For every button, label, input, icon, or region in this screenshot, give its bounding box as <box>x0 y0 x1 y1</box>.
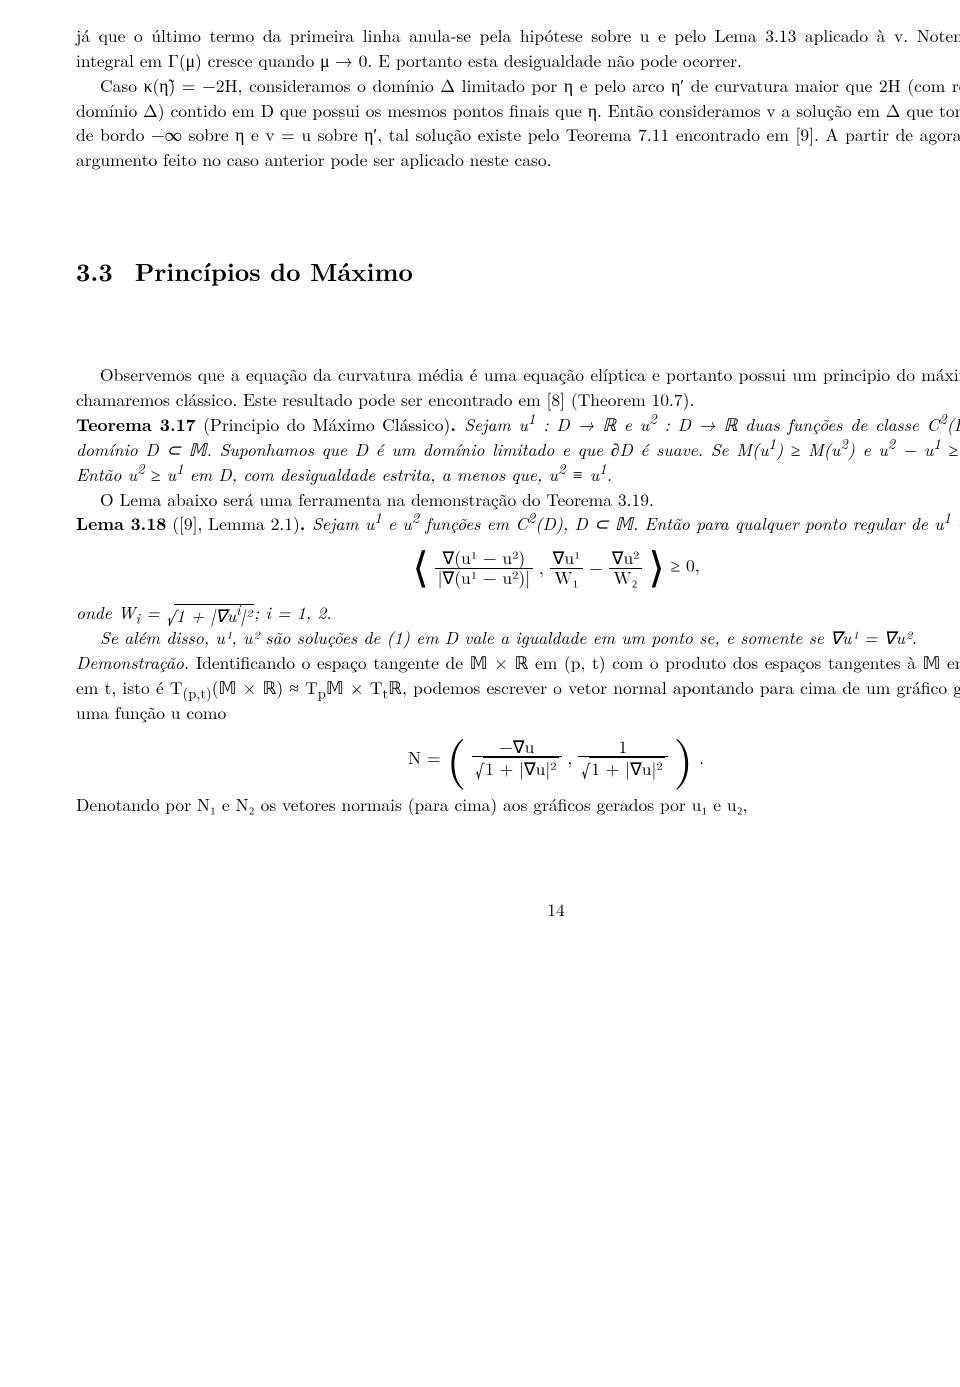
eq2-b-num: 1 <box>578 738 668 757</box>
eq1-tail: ≥ 0, <box>671 553 700 578</box>
paragraph-continuation: já que o último termo da primeira linha … <box>76 24 960 74</box>
theorem-period: . <box>450 412 464 437</box>
lemma-3-18: Lema 3.18 ([9], Lemma 2.1). Sejam u1 e u… <box>76 512 960 537</box>
theorem-3-17: Teorema 3.17 (Principio do Máximo Clássi… <box>76 413 960 488</box>
paragraph-where-wi: onde Wi = √1 + |∇ui|²; i = 1, 2. <box>76 601 960 626</box>
paragraph-moreover: Se além disso, u¹, u² são soluções de (1… <box>76 626 960 651</box>
proof-paragraph: Demonstração. Identificando o espaço tan… <box>76 651 960 726</box>
eq1-mid-left-den: W₁ <box>550 569 584 587</box>
eq2-b-den: 1 + |∇u|² <box>589 757 664 779</box>
eq2-a-den: 1 + |∇u|² <box>483 757 558 779</box>
paragraph-case: Caso κ(η̃) = −2H, consideramos o domínio… <box>76 74 960 173</box>
lemma-period: . <box>300 511 312 536</box>
paragraph-lemma-intro: O Lema abaixo será uma ferramenta na dem… <box>76 488 960 513</box>
display-equation-normal-vector: N = ( −∇u √1 + |∇u|² , 1 √1 + |∇u|² ) . <box>76 738 960 780</box>
qed-symbol: □ <box>76 181 960 206</box>
eq1-mid-right-den: W₂ <box>609 569 643 587</box>
theorem-paren-text: (Principio do Máximo Clássico) <box>203 412 450 437</box>
page-number: 14 <box>76 898 960 923</box>
lemma-paren: ([9], Lemma 2.1) <box>172 511 300 536</box>
paragraph-observe: Observemos que a equação da curvatura mé… <box>76 363 960 413</box>
section-heading: 3.3 Princípios do Máximo <box>76 254 960 290</box>
section-number: 3.3 <box>76 254 113 289</box>
eq2-lhs: N = <box>408 746 441 771</box>
theorem-label: Teorema 3.17 <box>76 412 196 437</box>
proof-label: Demonstração. <box>76 650 189 675</box>
eq2-tail: . <box>699 746 704 771</box>
lemma-statement: Sejam u1 e u2 funções em C2(D), D ⊂ 𝕄. E… <box>312 511 960 536</box>
section-title-text: Princípios do Máximo <box>135 254 413 289</box>
display-equation-inner-product: ⟨ ∇(u¹ − u²) |∇(u¹ − u²)| , ∇u¹ W₁ − ∇u²… <box>76 549 960 587</box>
eq1-denominator: |∇(u¹ − u²)| <box>435 569 533 587</box>
eq2-a-num: −∇u <box>472 738 562 757</box>
paragraph-denoting: Denotando por N₁ e N₂ os vetores normais… <box>76 793 960 818</box>
lemma-label: Lema 3.18 <box>76 511 166 536</box>
